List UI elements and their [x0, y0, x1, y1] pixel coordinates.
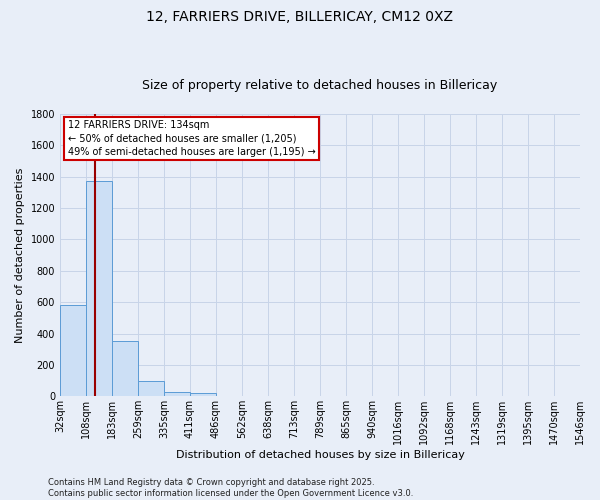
- Bar: [60, 304, 86, 396]
- Text: 12, FARRIERS DRIVE, BILLERICAY, CM12 0XZ: 12, FARRIERS DRIVE, BILLERICAY, CM12 0XZ: [146, 10, 454, 24]
- Y-axis label: Number of detached properties: Number of detached properties: [15, 168, 25, 343]
- X-axis label: Distribution of detached houses by size in Billericay: Distribution of detached houses by size …: [176, 450, 464, 460]
- Bar: [164, 392, 190, 396]
- Text: Contains HM Land Registry data © Crown copyright and database right 2025.
Contai: Contains HM Land Registry data © Crown c…: [48, 478, 413, 498]
- Bar: [86, 182, 112, 396]
- Title: Size of property relative to detached houses in Billericay: Size of property relative to detached ho…: [142, 79, 497, 92]
- Bar: [138, 382, 164, 396]
- Bar: [190, 393, 216, 396]
- Text: 12 FARRIERS DRIVE: 134sqm
← 50% of detached houses are smaller (1,205)
49% of se: 12 FARRIERS DRIVE: 134sqm ← 50% of detac…: [68, 120, 316, 156]
- Bar: [112, 342, 138, 396]
